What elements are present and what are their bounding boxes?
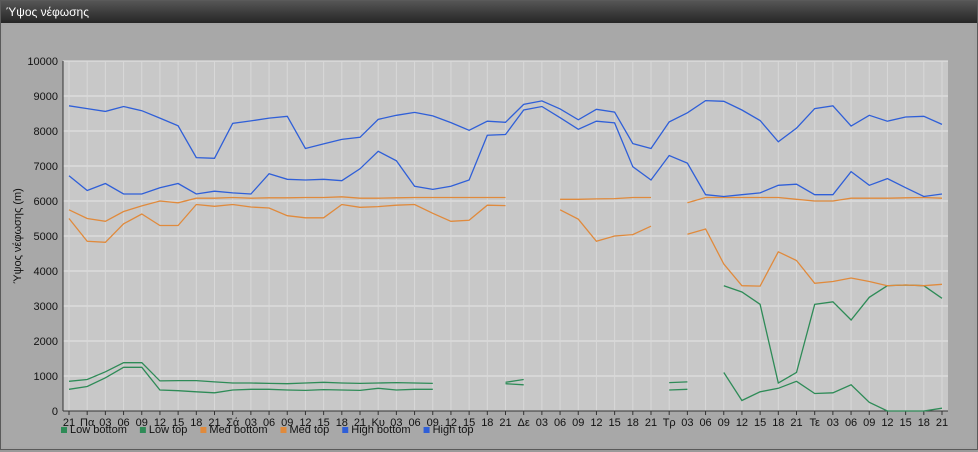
x-tick-label: 09	[572, 417, 584, 429]
x-tick-label: 12	[590, 417, 602, 429]
x-tick-label: 12	[445, 417, 457, 429]
cloud-height-chart: 0 1000 2000 3000 4000 5000 6000 7000 8000 9000 100…	[12, 56, 948, 436]
series-line-high-bottom	[68, 105, 943, 198]
y-tick-label: 3000	[34, 301, 58, 313]
x-tick-label: 06	[845, 417, 857, 429]
legend-label-med-top: Med top	[290, 424, 330, 436]
series-line-med-bottom	[68, 203, 506, 243]
x-tick-label: 21	[936, 417, 948, 429]
series-line-high-top	[68, 99, 943, 159]
series-line-med-bottom	[687, 228, 943, 287]
series-line-med-top	[687, 196, 943, 204]
series-line-low-bottom	[505, 383, 524, 386]
y-tick-label: 2000	[34, 336, 58, 348]
x-tick-label: 15	[900, 417, 912, 429]
x-tick-label: Τε	[809, 417, 820, 429]
x-tick-label: 18	[336, 417, 348, 429]
x-tick-label: 18	[918, 417, 930, 429]
x-tick-label: 18	[772, 417, 784, 429]
y-tick-label: 10000	[27, 56, 58, 68]
y-axis-label: Ύψος νέφωσης (m)	[12, 188, 24, 284]
y-tick-label: 0	[52, 406, 58, 418]
series-line-med-top	[560, 196, 651, 200]
x-tick-label: Σά	[226, 417, 240, 429]
x-tick-label: 06	[408, 417, 420, 429]
y-tick-label: 6000	[34, 196, 58, 208]
x-tick-label: 12	[881, 417, 893, 429]
y-tick-label: 5000	[34, 231, 58, 243]
legend-label-low-top: Low top	[149, 424, 188, 436]
x-tick-label: 15	[463, 417, 475, 429]
x-tick-label: 09	[136, 417, 148, 429]
x-tick-label: 21	[645, 417, 657, 429]
x-tick-label: 03	[827, 417, 839, 429]
legend-label-high-bottom: High bottom	[351, 424, 410, 436]
window-title: Ύψος νέφωσης	[6, 5, 89, 19]
x-tick-label: 12	[154, 417, 166, 429]
x-tick-label: 09	[718, 417, 730, 429]
x-tick-label: Τρ	[663, 417, 676, 429]
y-tick-label: 1000	[34, 371, 58, 383]
legend-swatch-low-top	[139, 427, 146, 433]
x-tick-label: 18	[627, 417, 639, 429]
y-tick-label: 8000	[34, 126, 58, 138]
x-tick-label: 15	[609, 417, 621, 429]
legend-swatch-high-bottom	[342, 427, 349, 433]
legend-swatch-high-top	[423, 427, 430, 433]
title-bar: Ύψος νέφωσης	[1, 1, 977, 23]
x-tick-label: 03	[245, 417, 257, 429]
x-tick-label: 15	[318, 417, 330, 429]
x-tick-label: Κυ	[372, 417, 385, 429]
series-line-low-bottom	[723, 372, 943, 412]
x-tick-label: 09	[427, 417, 439, 429]
x-tick-label: 06	[117, 417, 129, 429]
series-line-low-top	[68, 362, 433, 385]
x-tick-label: 06	[699, 417, 711, 429]
series-line-low-bottom	[669, 388, 688, 391]
y-tick-label: 9000	[34, 91, 58, 103]
x-tick-label: 06	[263, 417, 275, 429]
x-tick-label: 21	[208, 417, 220, 429]
x-tick-label: 15	[754, 417, 766, 429]
x-tick-label: 21	[790, 417, 802, 429]
series-line-med-top	[68, 196, 506, 222]
x-tick-label: 03	[681, 417, 693, 429]
x-tick-label: 21	[499, 417, 511, 429]
y-tick-label: 4000	[34, 266, 58, 278]
chart-panel: 0 1000 2000 3000 4000 5000 6000 7000 8000 9000 100…	[3, 25, 974, 447]
series-line-low-top	[669, 381, 688, 384]
legend-swatch-low-bottom	[61, 427, 67, 433]
x-tick-label: 21	[354, 417, 366, 429]
x-tick-label: 09	[863, 417, 875, 429]
legend-label-low-bottom: Low bottom	[70, 424, 127, 436]
series-line-low-bottom	[68, 366, 433, 394]
x-tick-label: 21	[63, 417, 75, 429]
x-tick-label: Δε	[518, 417, 530, 429]
y-tick-label: 7000	[34, 161, 58, 173]
legend-swatch-med-bottom	[200, 427, 207, 433]
x-tick-label: 12	[736, 417, 748, 429]
x-tick-label: Πα	[80, 417, 95, 429]
legend-swatch-med-top	[280, 427, 287, 433]
x-tick-label: 18	[481, 417, 493, 429]
x-tick-label: 03	[390, 417, 402, 429]
legend-label-med-bottom: Med bottom	[209, 424, 267, 436]
x-tick-label: 12	[299, 417, 311, 429]
legend-label-high-top: High top	[433, 424, 474, 436]
x-tick-label: 03	[99, 417, 111, 429]
x-tick-label: 06	[554, 417, 566, 429]
series-line-low-top	[505, 378, 524, 383]
x-tick-label: 03	[536, 417, 548, 429]
x-tick-label: 09	[281, 417, 293, 429]
x-tick-label: 15	[172, 417, 184, 429]
x-tick-label: 18	[190, 417, 202, 429]
series-line-med-bottom	[559, 209, 652, 243]
